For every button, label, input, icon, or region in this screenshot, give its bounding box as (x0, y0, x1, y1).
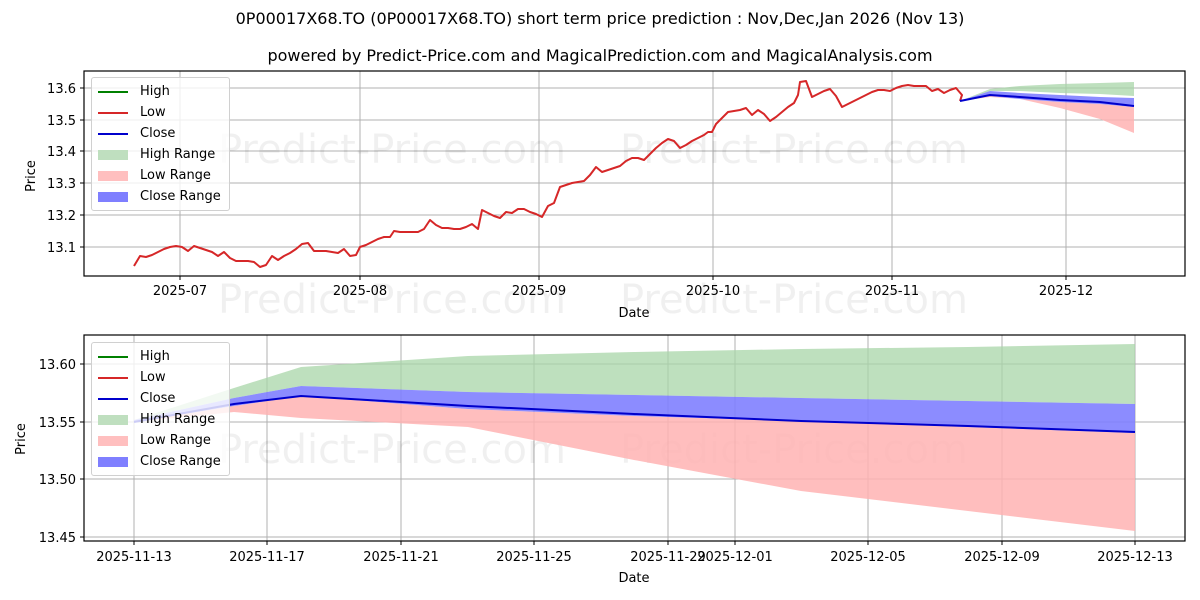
x-tick-label: 2025-08 (333, 284, 387, 299)
x-tick-label: 2025-12-13 (1097, 550, 1173, 565)
line-swatch-icon (98, 397, 128, 400)
watermark: Predict-Price.com (218, 277, 566, 323)
top-x-ticks: 2025-07 2025-08 2025-09 2025-10 2025-11 … (153, 276, 1093, 299)
legend-label: Close Range (140, 189, 221, 204)
watermark: Predict-Price.com (620, 277, 968, 323)
close-line (133, 394, 1136, 433)
legend-item-close: Close (98, 388, 221, 409)
line-swatch-icon (98, 376, 128, 379)
legend-label: Close (140, 391, 176, 406)
legend-item-high: High (98, 81, 221, 102)
fill-swatch-icon (98, 170, 128, 181)
legend-item-low: Low (98, 367, 221, 388)
legend-item-low-range: Low Range (98, 165, 221, 186)
legend-label: Low Range (140, 168, 211, 183)
low-line (133, 80, 963, 268)
y-tick-label: 13.3 (47, 177, 76, 192)
fill-swatch-icon (98, 191, 128, 202)
legend-top: High Low Close High Range Low Range Clos… (91, 77, 230, 211)
legend-bottom: High Low Close High Range Low Range Clos… (91, 342, 230, 476)
legend-label: Low (140, 370, 166, 385)
watermark: Predict-Price.com (218, 127, 566, 173)
legend-item-high-range: High Range (98, 409, 221, 430)
x-tick-label: 2025-11-29 (630, 550, 706, 565)
close-line (959, 93, 1135, 107)
low-range-area (134, 396, 1135, 531)
x-tick-label: 2025-12-05 (830, 550, 906, 565)
x-tick-label: 2025-07 (153, 284, 207, 299)
y-tick-label: 13.55 (39, 416, 76, 431)
x-tick-label: 2025-12-01 (697, 550, 773, 565)
y-tick-label: 13.4 (47, 145, 76, 160)
y-tick-label: 13.50 (39, 473, 76, 488)
y-tick-label: 13.60 (39, 358, 76, 373)
bottom-x-ticks: 2025-11-13 2025-11-17 2025-11-21 2025-11… (96, 541, 1173, 565)
legend-label: Close Range (140, 454, 221, 469)
line-swatch-icon (98, 355, 128, 358)
y-tick-label: 13.6 (47, 82, 76, 97)
legend-label: High (140, 84, 170, 99)
bottom-y-axis-label: Price (14, 423, 29, 455)
legend-label: Low Range (140, 433, 211, 448)
legend-label: High Range (140, 147, 216, 162)
x-tick-label: 2025-11-25 (496, 550, 572, 565)
y-tick-label: 13.5 (47, 114, 76, 129)
low-range-area (960, 96, 1134, 133)
bottom-panel: Predict-Price.com Predict-Price.com 13.4… (14, 334, 1186, 586)
bottom-y-ticks: 13.45 13.50 13.55 13.60 (39, 358, 84, 546)
top-x-axis-label: Date (618, 306, 649, 321)
top-axes-frame (83, 70, 1186, 277)
legend-item-low-range: Low Range (98, 430, 221, 451)
y-tick-label: 13.45 (39, 531, 76, 546)
x-tick-label: 2025-11 (865, 284, 919, 299)
top-gridlines (84, 71, 1185, 276)
legend-item-close-range: Close Range (98, 186, 221, 207)
legend-label: High (140, 349, 170, 364)
x-tick-label: 2025-11-17 (229, 550, 305, 565)
legend-label: Low (140, 105, 166, 120)
x-tick-label: 2025-11-13 (96, 550, 172, 565)
fill-swatch-icon (98, 149, 128, 160)
fill-swatch-icon (98, 456, 128, 467)
chart-subtitle: powered by Predict-Price.com and Magical… (267, 46, 933, 65)
high-range-area (134, 344, 1135, 420)
top-y-ticks: 13.1 13.2 13.3 13.4 13.5 13.6 (47, 82, 84, 256)
top-panel: Predict-Price.com Predict-Price.com Pred… (24, 70, 1186, 323)
legend-label: Close (140, 126, 176, 141)
legend-item-high-range: High Range (98, 144, 221, 165)
x-tick-label: 2025-09 (512, 284, 566, 299)
legend-item-high: High (98, 346, 221, 367)
y-tick-label: 13.1 (47, 241, 76, 256)
x-tick-label: 2025-12-09 (964, 550, 1040, 565)
x-tick-label: 2025-11-21 (363, 550, 439, 565)
high-range-area (960, 82, 1134, 101)
y-tick-label: 13.2 (47, 209, 76, 224)
bottom-axes-frame (83, 334, 1186, 542)
x-tick-label: 2025-12 (1039, 284, 1093, 299)
chart-title: 0P00017X68.TO (0P00017X68.TO) short term… (235, 9, 965, 28)
legend-item-low: Low (98, 102, 221, 123)
fill-swatch-icon (98, 435, 128, 446)
x-tick-label: 2025-10 (686, 284, 740, 299)
legend-item-close-range: Close Range (98, 451, 221, 472)
line-swatch-icon (98, 111, 128, 114)
line-swatch-icon (98, 90, 128, 93)
legend-item-close: Close (98, 123, 221, 144)
top-y-axis-label: Price (24, 160, 39, 192)
line-swatch-icon (98, 132, 128, 135)
close-range-area (134, 386, 1135, 433)
fill-swatch-icon (98, 414, 128, 425)
legend-label: High Range (140, 412, 216, 427)
watermark: Predict-Price.com (620, 127, 968, 173)
bottom-x-axis-label: Date (618, 571, 649, 586)
